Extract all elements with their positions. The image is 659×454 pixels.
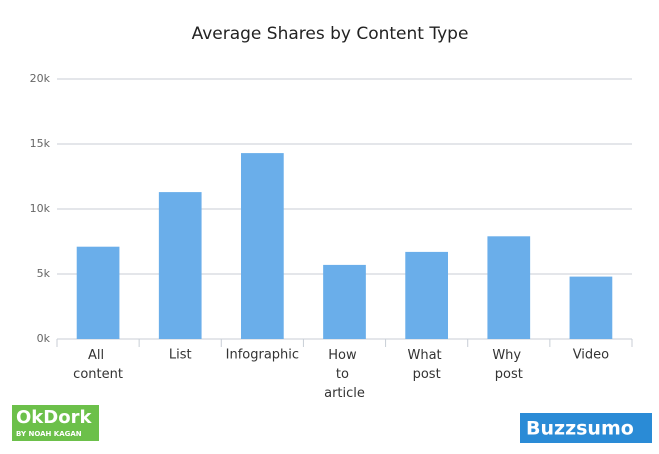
x-tick-label: Why post: [492, 348, 525, 382]
y-tick-label: 15k: [30, 137, 51, 150]
right-logo: Buzzsumo: [520, 413, 652, 443]
bar: [405, 251, 448, 339]
logo-text: OkDork: [16, 407, 92, 428]
y-tick-label: 20k: [30, 72, 51, 85]
chart-title: Average Shares by Content Type: [192, 24, 469, 44]
bar: [158, 192, 202, 339]
bar: [487, 236, 531, 339]
y-tick-label: 5k: [37, 267, 51, 280]
x-tick-label: List: [169, 348, 192, 363]
x-tick-label: Infographic: [226, 348, 299, 363]
bar: [323, 264, 366, 339]
x-tick-label: What post: [407, 348, 445, 382]
y-tick-label: 10k: [30, 202, 51, 215]
logo-text: Buzzsumo: [526, 418, 634, 440]
logo-box: [520, 413, 652, 443]
bar: [76, 246, 120, 339]
left-logo: OkDork BY NOAH KAGAN: [12, 405, 99, 441]
x-tick-label: All content: [73, 348, 123, 382]
bar: [241, 153, 284, 339]
y-tick-label: 0k: [37, 332, 51, 345]
logo-box: [12, 405, 99, 441]
bar: [569, 276, 613, 339]
x-tick-label: Video: [573, 348, 609, 363]
logo-subtext: BY NOAH KAGAN: [16, 430, 82, 438]
x-tick-label: How to article: [324, 348, 365, 401]
